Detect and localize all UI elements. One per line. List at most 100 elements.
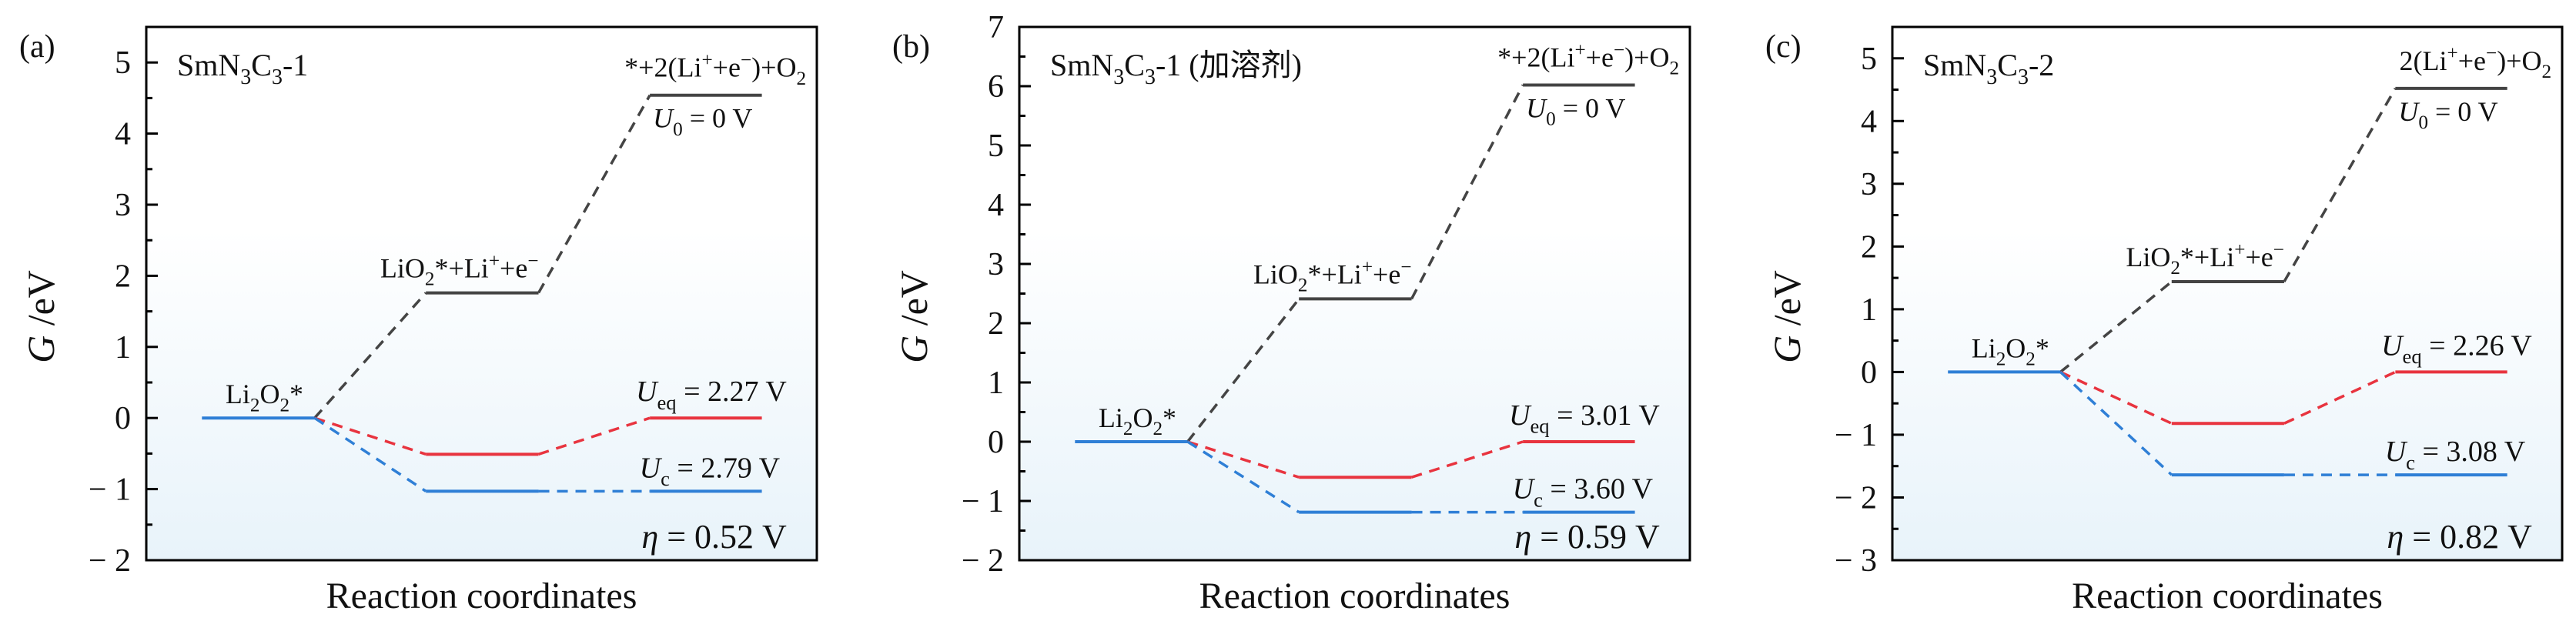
- state-label-lio2-part: −: [527, 251, 538, 272]
- state-label-lio2-part: 2: [1298, 275, 1308, 296]
- y-tick-label: 5: [1861, 42, 1877, 77]
- state-label-lio2: LiO2*+Li++e−: [380, 251, 539, 290]
- state-label-final-part: +: [2447, 43, 2457, 64]
- y-tick-label: 0: [988, 425, 1004, 460]
- state-label-final-part: 2: [1669, 58, 1679, 79]
- state-label-lio2: LiO2*+Li++e−: [2126, 239, 2284, 279]
- uc-label-part: U: [1513, 473, 1536, 506]
- state-label-lio2-part: +: [489, 251, 500, 272]
- plot-frame: [145, 25, 818, 562]
- state-label-lio2-part: +e: [500, 253, 527, 284]
- state-label-li2o2-part: 2: [2026, 349, 2036, 369]
- state-label-final-part: )+O: [1624, 42, 1669, 72]
- uc-label-part: c: [661, 467, 670, 490]
- y-tick-label: 1: [115, 330, 131, 366]
- state-label-final-part: +: [1574, 40, 1585, 61]
- u0-label-part: U: [653, 103, 674, 134]
- panel-title-part: C: [1997, 48, 2018, 82]
- state-label-final-part: *+2(Li: [1497, 42, 1574, 72]
- state-label-li2o2: Li2O2*: [1972, 332, 2049, 369]
- panel-title-part: 3: [1986, 65, 1997, 89]
- state-label-li2o2-part: 2: [279, 395, 289, 416]
- panel-title-part: 3: [272, 65, 283, 89]
- panel-title-part: 3: [1113, 65, 1124, 89]
- uc-label-part: = 2.79 V: [670, 452, 781, 484]
- state-label-final: *+2(Li++e−)+O2: [624, 50, 806, 89]
- u0-label: U0 = 0 V: [2398, 96, 2497, 133]
- uc-connector: [313, 416, 427, 492]
- state-label-lio2-part: +: [1362, 257, 1373, 278]
- overpotential-label-part: η: [641, 518, 658, 556]
- uc-connector: [2059, 371, 2173, 476]
- state-label-final-part: −: [741, 50, 751, 71]
- y-tick-label: 4: [1861, 104, 1877, 139]
- u0-connector: [1410, 84, 1524, 300]
- uc-label-part: U: [640, 452, 663, 484]
- panel-b: − 2 − 1 0 1 2 3 4 5 6 7 (b) G /eV Reaction coordinat…: [892, 10, 1691, 616]
- state-label-final-part: 2: [2541, 62, 2551, 82]
- panel-title-part: 3: [240, 65, 251, 89]
- y-tick-label: 3: [988, 247, 1004, 282]
- ueq-label: Ueq = 3.01 V: [1509, 399, 1660, 438]
- plot-frame: [1891, 25, 2564, 562]
- y-tick-label: − 1: [962, 484, 1004, 519]
- y-axis-label-part: G: [1765, 336, 1808, 363]
- state-label-li2o2-part: 2: [250, 395, 260, 416]
- ueq-label-part: eq: [657, 391, 677, 414]
- panel-title-part: -1 (加溶剂): [1156, 48, 1302, 82]
- u0-connector: [1186, 298, 1300, 443]
- state-label-final-part: +: [701, 50, 712, 71]
- panel-label: (a): [19, 29, 55, 65]
- plot-area: [1892, 27, 2562, 560]
- state-label-final-part: )+O: [751, 52, 796, 83]
- panel-a: − 2 − 1 0 1 2 3 4 5 (a) G /eV Reaction coordinates…: [19, 25, 818, 616]
- y-tick-label: 4: [988, 188, 1004, 223]
- overpotential-label: η = 0.59 V: [1514, 518, 1660, 556]
- uc-label: Uc = 2.79 V: [640, 452, 781, 490]
- state-label-final-part: 2: [796, 68, 806, 89]
- state-label-final-part: +e: [713, 52, 741, 83]
- state-label-final-part: 2(Li: [2399, 45, 2447, 76]
- state-label-li2o2-part: *: [2036, 332, 2049, 363]
- u0-label-part: 0: [673, 119, 683, 140]
- overpotential-label-part: η: [1514, 518, 1531, 556]
- panel-title-part: SmN: [1050, 48, 1113, 82]
- panel-title-part: 3: [2018, 65, 2029, 89]
- state-label-lio2-part: LiO: [1253, 259, 1298, 289]
- uc-label-part: = 3.08 V: [2415, 436, 2526, 468]
- state-label-lio2-part: *+Li: [2180, 242, 2234, 272]
- y-tick-label: 3: [1861, 167, 1877, 202]
- y-tick-label: 0: [1861, 355, 1877, 390]
- state-label-final-part: −: [2486, 43, 2497, 64]
- panel-title-part: SmN: [177, 48, 240, 82]
- y-tick-label: 1: [988, 366, 1004, 401]
- y-tick-label: 2: [1861, 229, 1877, 265]
- state-label-li2o2-part: O: [2006, 332, 2026, 363]
- y-axis-label-part: /eV: [1765, 270, 1808, 336]
- state-label-final-part: *+2(Li: [624, 52, 701, 83]
- state-label-lio2-part: −: [1400, 257, 1411, 278]
- y-tick-label: 2: [988, 306, 1004, 342]
- y-tick-label: − 2: [89, 543, 131, 579]
- state-label-li2o2-part: Li: [226, 379, 250, 409]
- state-label-lio2-part: +e: [2245, 242, 2273, 272]
- y-tick-label: − 1: [1835, 418, 1877, 453]
- panel-c: − 3 − 2 − 1 0 1 2 3 4 5 (c) G /eV Reaction coordina…: [1765, 25, 2564, 616]
- y-tick-label: 6: [988, 69, 1004, 105]
- state-label-lio2-part: 2: [425, 269, 435, 290]
- overpotential-label: η = 0.82 V: [2387, 518, 2532, 556]
- state-label-li2o2-part: *: [1163, 402, 1176, 433]
- state-label-final: 2(Li++e−)+O2: [2399, 43, 2551, 82]
- ueq-label: Ueq = 2.26 V: [2381, 329, 2532, 368]
- y-tick-label: 5: [988, 129, 1004, 164]
- ueq-connector: [1187, 440, 1300, 479]
- state-label-li2o2-part: 2: [1123, 419, 1133, 439]
- y-tick-label: 0: [115, 401, 131, 436]
- u0-connector: [2283, 88, 2397, 282]
- panel-title-part: -1: [283, 48, 308, 82]
- uc-label: Uc = 3.08 V: [2385, 436, 2526, 474]
- panel-title-part: SmN: [1923, 48, 1986, 82]
- x-axis-label: Reaction coordinates: [2072, 576, 2383, 616]
- uc-label-part: U: [2385, 436, 2408, 468]
